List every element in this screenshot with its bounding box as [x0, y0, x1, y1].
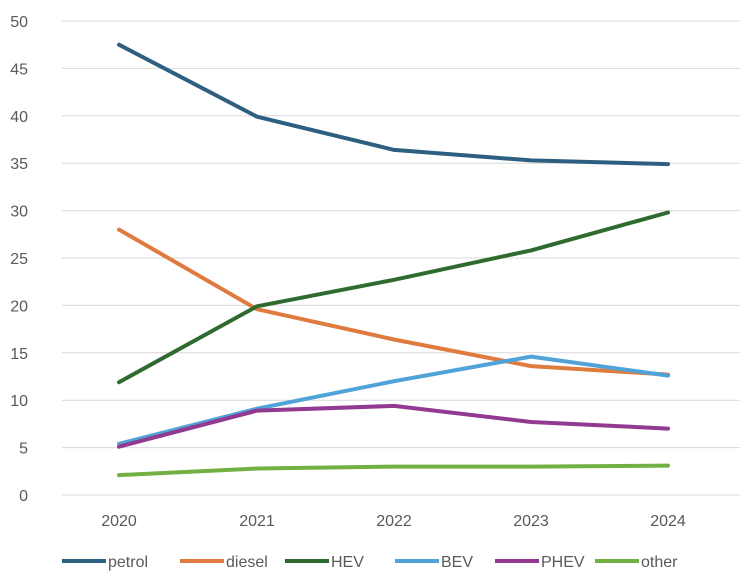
series-line-other	[117, 463, 670, 478]
series-line-bev	[117, 354, 670, 446]
series-line-phev	[117, 403, 670, 449]
legend-label-diesel: diesel	[226, 554, 268, 571]
legend-label-other: other	[641, 554, 678, 571]
y-tick-label: 20	[10, 298, 28, 315]
y-tick-label: 10	[10, 393, 28, 410]
legend-label-phev: PHEV	[541, 554, 585, 571]
y-axis-ticks: 0 5 10 15 20 25 30 35 40 45 50	[10, 14, 28, 505]
y-tick-label: 30	[10, 204, 28, 221]
y-tick-label: 35	[10, 156, 28, 173]
x-tick-label: 2023	[513, 513, 549, 530]
y-tick-label: 15	[10, 346, 28, 363]
y-tick-label: 25	[10, 251, 28, 268]
legend-label-hev: HEV	[331, 554, 364, 571]
series-line-diesel	[117, 227, 670, 377]
series-line-hev	[117, 210, 670, 385]
x-tick-label: 2024	[650, 513, 686, 530]
gridlines	[62, 20, 740, 496]
y-tick-label: 50	[10, 14, 28, 31]
legend-label-petrol: petrol	[108, 554, 148, 571]
y-tick-label: 40	[10, 109, 28, 126]
y-tick-label: 0	[19, 488, 28, 505]
x-tick-label: 2021	[239, 513, 275, 530]
series-lines	[117, 42, 670, 478]
legend: petrol diesel HEV BEV PHEV other	[62, 554, 678, 571]
y-tick-label: 5	[19, 441, 28, 458]
x-tick-label: 2022	[376, 513, 412, 530]
series-line-petrol	[117, 42, 670, 167]
x-tick-label: 2020	[101, 513, 137, 530]
y-tick-label: 45	[10, 61, 28, 78]
x-axis-ticks: 2020 2021 2022 2023 2024	[101, 513, 686, 530]
legend-label-bev: BEV	[441, 554, 473, 571]
